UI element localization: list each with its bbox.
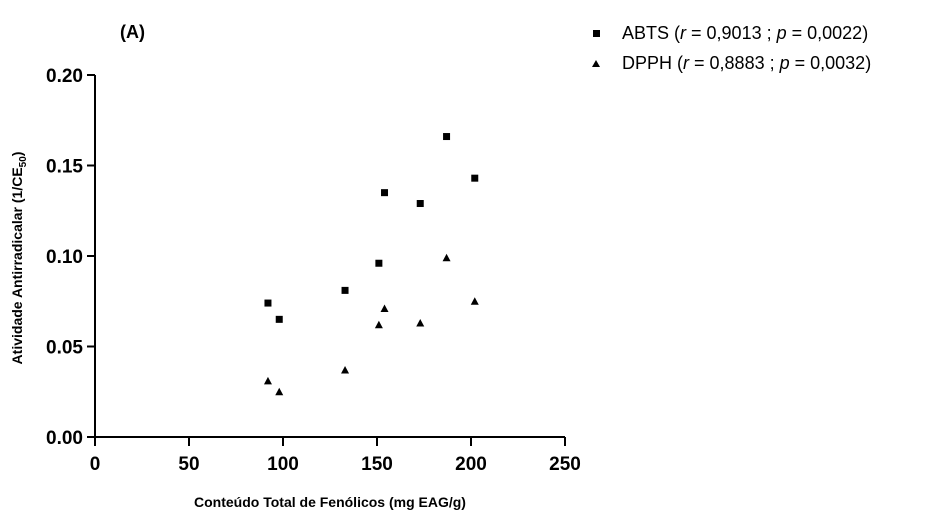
data-point-square — [443, 133, 451, 141]
legend-r-value: 0,8883 — [709, 52, 765, 73]
x-axis-ticks: 0 50 100 150 200 250 — [90, 437, 581, 475]
y-axis-label-close: ) — [9, 152, 25, 157]
y-axis-label-subscript: 50 — [18, 156, 29, 168]
y-axis-label: Atividade Antirradicalar (1/CE50) — [9, 152, 29, 365]
data-point-square — [471, 174, 479, 182]
legend-r-label: r — [680, 22, 687, 43]
data-point-triangle — [380, 304, 389, 312]
y-axis-label-main: Atividade Antirradicalar (1/CE — [9, 167, 25, 364]
legend-p-value: 0,0022 — [807, 22, 863, 43]
y-tick-label: 0.05 — [46, 338, 83, 359]
x-axis-label: Conteúdo Total de Fenólicos (mg EAG/g) — [194, 494, 466, 510]
data-point-triangle — [275, 387, 284, 396]
data-point-square — [264, 299, 272, 307]
legend-p-value: 0,0032 — [810, 52, 866, 73]
data-point-square — [416, 200, 424, 208]
triangle-marker-icon — [588, 59, 604, 67]
data-point-triangle — [374, 320, 383, 329]
data-point-triangle — [470, 297, 479, 305]
legend-series-name: ABTS — [622, 22, 670, 43]
square-marker-icon — [588, 29, 604, 37]
x-tick-label: 200 — [455, 454, 487, 475]
data-point-triangle — [341, 366, 350, 374]
x-tick-label: 100 — [267, 454, 299, 475]
data-point-square — [381, 189, 389, 197]
legend: ABTS (r = 0,9013 ; p = 0,0022) DPPH (r =… — [588, 18, 871, 78]
y-tick-label: 0.10 — [46, 247, 83, 268]
legend-p-label: p — [779, 52, 790, 73]
y-axis-ticks: 0.00 0.05 0.10 0.15 0.20 — [46, 66, 95, 449]
legend-series-name: DPPH — [622, 52, 673, 73]
axes — [94, 75, 565, 438]
series-dpph — [263, 253, 479, 396]
x-tick-label: 0 — [90, 454, 101, 475]
data-point-square — [375, 259, 383, 267]
x-tick-label: 150 — [361, 454, 393, 475]
x-tick-label: 250 — [549, 454, 581, 475]
legend-r-value: 0,9013 — [706, 22, 762, 43]
legend-text: ABTS (r = 0,9013 ; p = 0,0022) — [622, 22, 869, 43]
data-point-triangle — [416, 318, 425, 327]
legend-p-label: p — [776, 22, 787, 43]
data-point-square — [275, 315, 283, 323]
x-tick-label: 50 — [178, 454, 199, 475]
y-tick-label: 0.15 — [46, 157, 83, 178]
data-points — [263, 133, 479, 396]
legend-item-abts: ABTS (r = 0,9013 ; p = 0,0022) — [588, 18, 871, 48]
data-point-triangle — [442, 253, 451, 262]
y-tick-label: 0.00 — [46, 428, 83, 449]
series-abts — [264, 133, 479, 323]
legend-item-dpph: DPPH (r = 0,8883 ; p = 0,0032) — [588, 48, 871, 78]
data-point-square — [341, 286, 349, 294]
panel-label: (A) — [120, 22, 145, 42]
data-point-triangle — [263, 376, 272, 385]
legend-r-label: r — [683, 52, 690, 73]
y-tick-label: 0.20 — [46, 66, 83, 87]
legend-text: DPPH (r = 0,8883 ; p = 0,0032) — [622, 52, 872, 73]
